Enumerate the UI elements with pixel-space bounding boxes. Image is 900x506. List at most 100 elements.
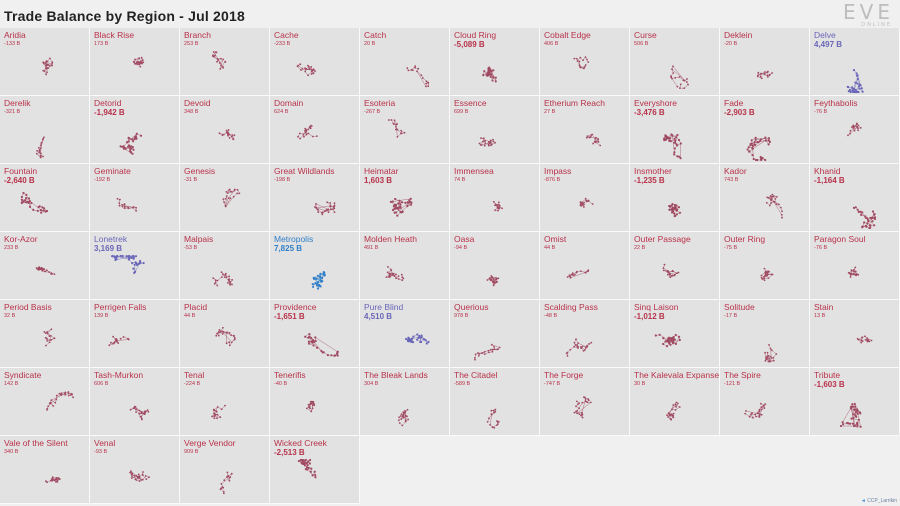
- stargate-link: [59, 392, 66, 394]
- solar-system-dot: [599, 144, 602, 147]
- solar-system-dot: [848, 422, 852, 425]
- solar-system-dot: [135, 206, 137, 209]
- solar-system-dot: [854, 206, 857, 209]
- solar-system-dot: [421, 77, 424, 79]
- solar-system-dot: [36, 150, 38, 152]
- solar-system-dot: [130, 473, 133, 476]
- twitter-credit[interactable]: ◄ CCP_Larrikin: [861, 498, 897, 504]
- stargate-link: [489, 414, 493, 425]
- region-star-map: [385, 266, 405, 282]
- solar-system-dot: [573, 57, 576, 60]
- solar-system-dot: [228, 137, 231, 139]
- region-star-map: [666, 401, 681, 421]
- solar-system-dot: [595, 136, 597, 139]
- solar-system-dot: [771, 193, 774, 196]
- solar-system-dot: [672, 338, 675, 341]
- solar-system-dot: [406, 415, 408, 418]
- solar-system-dot: [50, 335, 52, 337]
- solar-system-dot: [477, 352, 479, 354]
- solar-system-dot: [219, 68, 222, 70]
- stargate-link: [322, 208, 331, 213]
- region-name: Outer Ring: [724, 234, 766, 244]
- solar-system-dot: [490, 278, 493, 281]
- solar-system-dot: [408, 199, 411, 202]
- solar-system-dot: [853, 129, 856, 132]
- solar-system-dot: [663, 139, 666, 142]
- solar-system-dot: [589, 401, 592, 404]
- solar-system-dot: [216, 417, 218, 420]
- solar-system-dot: [860, 87, 863, 90]
- region-tile-cloud-ring: Cloud Ring -5,089 B: [450, 28, 540, 96]
- region-star-map: [311, 271, 326, 290]
- solar-system-dot: [310, 336, 313, 340]
- solar-system-dot: [676, 85, 679, 88]
- solar-system-dot: [869, 217, 873, 220]
- solar-system-dot: [336, 350, 339, 353]
- solar-system-dot: [228, 344, 231, 347]
- solar-system-dot: [211, 415, 213, 418]
- solar-system-dot: [492, 138, 494, 141]
- solar-system-dot: [224, 204, 227, 207]
- solar-system-dot: [304, 68, 307, 71]
- solar-system-dot: [319, 272, 322, 275]
- region-name: Placid: [184, 302, 208, 312]
- region-star-map: [482, 66, 497, 83]
- solar-system-dot: [404, 201, 407, 204]
- solar-system-dot: [764, 351, 766, 354]
- solar-system-dot: [580, 414, 582, 417]
- solar-system-dot: [760, 413, 763, 416]
- solar-system-dot: [49, 57, 51, 60]
- solar-system-dot: [319, 276, 322, 279]
- solar-system-dot: [769, 355, 772, 358]
- solar-system-dot: [414, 66, 416, 69]
- solar-system-dot: [664, 340, 667, 343]
- solar-system-dot: [134, 255, 138, 258]
- solar-system-dot: [230, 191, 233, 193]
- region-name: The Bleak Lands: [364, 370, 428, 380]
- solar-system-dot: [387, 266, 389, 268]
- region-name: Wicked Creek: [274, 438, 327, 448]
- solar-system-dot: [115, 338, 118, 341]
- solar-system-dot: [25, 200, 29, 203]
- region-name: Fade: [724, 98, 744, 108]
- solar-system-dot: [324, 209, 327, 212]
- solar-system-dot: [498, 201, 500, 204]
- solar-system-dot: [404, 420, 407, 423]
- solar-system-dot: [308, 333, 311, 336]
- region-star-map: [668, 203, 682, 218]
- stargate-link: [668, 403, 678, 414]
- solar-system-dot: [668, 342, 671, 345]
- solar-system-dot: [37, 205, 40, 209]
- solar-system-dot: [314, 282, 317, 285]
- stargate-link: [225, 198, 231, 207]
- region-tile-vale-of-the-silent: Vale of the Silent 340 B: [0, 436, 90, 504]
- solar-system-dot: [308, 67, 311, 70]
- solar-system-dot: [40, 142, 43, 144]
- solar-system-dot: [306, 464, 309, 467]
- region-star-map: [119, 132, 143, 155]
- solar-system-dot: [676, 402, 679, 405]
- solar-system-dot: [764, 158, 767, 162]
- region-trade-balance: 44 B: [544, 245, 556, 251]
- solar-system-dot: [751, 146, 754, 150]
- solar-system-dot: [130, 256, 133, 259]
- solar-system-dot: [403, 416, 405, 418]
- region-trade-balance: 348 B: [184, 109, 199, 115]
- solar-system-dot: [42, 209, 45, 212]
- solar-system-dot: [590, 341, 593, 344]
- stargate-link: [135, 409, 146, 413]
- region-name: The Kalevala Expanse: [634, 370, 720, 380]
- solar-system-dot: [666, 136, 669, 139]
- chart-title: Trade Balance by Region - Jul 2018: [4, 8, 245, 24]
- solar-system-dot: [390, 268, 392, 271]
- solar-system-dot: [570, 273, 573, 276]
- solar-system-dot: [38, 146, 40, 149]
- solar-system-dot: [314, 336, 317, 339]
- solar-system-dot: [586, 135, 589, 138]
- solar-system-dot: [416, 70, 418, 73]
- region-trade-balance: 978 B: [454, 313, 469, 319]
- solar-system-dot: [312, 277, 315, 280]
- solar-system-dot: [851, 422, 854, 425]
- solar-system-dot: [857, 129, 860, 132]
- solar-system-dot: [770, 357, 773, 360]
